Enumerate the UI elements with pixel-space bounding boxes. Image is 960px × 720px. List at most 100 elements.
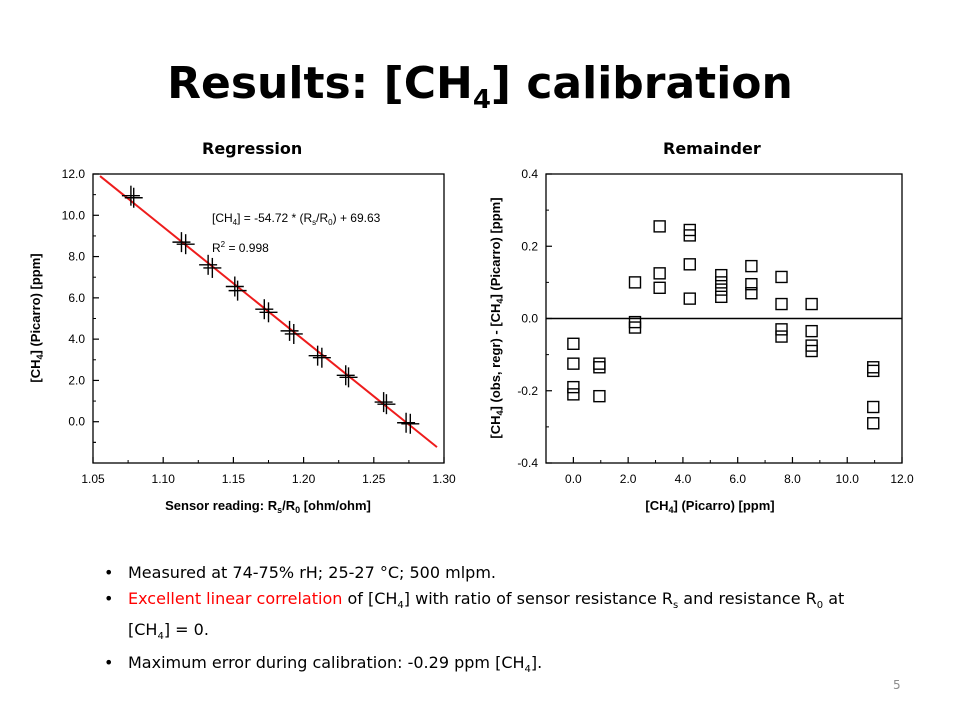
regression-panel-label: Regression — [202, 139, 303, 158]
x-tick-label: 10.0 — [836, 472, 860, 486]
data-point-square — [683, 258, 696, 271]
data-point-square — [805, 344, 818, 358]
x-tick-label: 8.0 — [784, 472, 801, 486]
remainder-y-ticks: -0.4 -0.2 0.0 0.2 0.4 — [517, 167, 552, 470]
data-point-square — [715, 290, 728, 304]
data-point-plus — [377, 394, 396, 415]
data-point-square — [867, 361, 880, 374]
data-point-square — [715, 276, 728, 289]
data-point-plus — [308, 345, 327, 366]
data-point-square — [745, 277, 758, 291]
data-point-square — [593, 357, 606, 370]
note-item: • Excellent linear correlation of [CH4] w… — [104, 589, 845, 643]
x-tick-label: 1.15 — [222, 472, 246, 486]
notes-list: • Measured at 74-75% rH; 25-27 °C; 500 ml… — [104, 561, 864, 685]
data-point-plus — [228, 280, 247, 301]
x-tick-label: 1.20 — [292, 472, 316, 486]
data-point-square — [628, 321, 642, 334]
data-point-square — [683, 229, 696, 242]
regression-x-axis-label: Sensor reading: Rs/R0 [ohm/ohm] — [165, 498, 371, 515]
data-point-square — [653, 220, 666, 233]
note-item: • Measured at 74-75% rH; 25-27 °C; 500 ml… — [104, 561, 864, 585]
y-tick-label: 4.0 — [68, 332, 85, 346]
regression-equation: [CH4] = -54.72 * (Rs/R0) + 69.63 — [212, 211, 381, 227]
data-point-square — [715, 268, 728, 282]
data-point-plus — [255, 299, 274, 320]
page-number: 5 — [893, 678, 901, 692]
note-highlight: Excellent linear correlation — [128, 589, 343, 608]
data-point-plus — [401, 413, 420, 434]
data-point-plus — [339, 367, 358, 388]
y-tick-label: 0.0 — [521, 312, 538, 326]
regression-r-squared: R2 = 0.998 — [212, 240, 269, 255]
remainder-panel-label: Remainder — [663, 139, 761, 158]
data-point-square — [805, 324, 818, 338]
y-tick-label: 12.0 — [62, 167, 86, 181]
slide-title-subscript: 4 — [472, 84, 491, 115]
data-point-square — [805, 297, 818, 311]
data-point-square — [867, 364, 880, 378]
data-point-plus — [121, 185, 140, 206]
data-point-square — [567, 357, 580, 370]
remainder-x-axis-label: [CH4] (Picarro) [ppm] — [645, 498, 774, 515]
data-point-square — [653, 281, 666, 294]
remainder-y-axis-label: [CH4] (obs, regr) - [CH4] (Picarro) [ppm… — [488, 197, 505, 438]
note-item: • Maximum error during calibration: -0.29… — [104, 653, 543, 676]
x-tick-label: 6.0 — [729, 472, 746, 486]
remainder-x-ticks: 0.0 2.0 4.0 6.0 8.0 10.0 12.0 — [565, 457, 914, 486]
x-tick-label: 1.10 — [152, 472, 176, 486]
x-tick-label: 1.25 — [362, 472, 386, 486]
data-point-square — [775, 323, 788, 336]
slide-title-main: Results: [CH — [167, 58, 473, 109]
note-text: Measured at 74-75% rH; 25-27 °C; 500 mlp… — [128, 563, 496, 582]
data-point-square — [745, 287, 758, 300]
slide-title-end: ] calibration — [490, 58, 793, 109]
data-point-square — [775, 270, 788, 284]
data-point-square — [567, 380, 580, 394]
data-point-plus — [312, 347, 331, 368]
data-point-square — [683, 292, 696, 305]
bullet-dot-icon: • — [104, 653, 114, 673]
bullet-dot-icon: • — [104, 589, 114, 608]
data-point-square — [567, 337, 580, 350]
remainder-chart: 0.0 2.0 4.0 6.0 8.0 10.0 12.0 -0.4 -0.2 0.0 0.2 0.… — [488, 167, 914, 515]
x-tick-label: 0.0 — [565, 472, 582, 486]
regression-chart: 1.05 1.10 1.15 1.20 1.25 1.30 0.0 2.0 4.0 6.0 8.0… — [28, 167, 456, 515]
data-point-square — [593, 389, 606, 403]
data-point-plus — [203, 257, 222, 278]
remainder-points — [567, 220, 880, 430]
y-tick-label: 0.0 — [68, 415, 85, 429]
x-tick-label: 2.0 — [620, 472, 637, 486]
data-point-plus — [259, 302, 278, 323]
data-point-plus — [176, 234, 195, 255]
data-point-plus — [336, 365, 355, 386]
regression-x-ticks: 1.05 1.10 1.15 1.20 1.25 1.30 — [81, 457, 456, 486]
data-point-plus — [124, 187, 143, 208]
data-point-plus — [199, 254, 218, 275]
data-point-square — [567, 388, 580, 401]
data-point-plus — [225, 276, 244, 297]
y-tick-label: 6.0 — [68, 291, 85, 305]
y-tick-label: 8.0 — [68, 250, 85, 264]
data-point-square — [775, 330, 788, 343]
y-tick-label: 0.4 — [521, 167, 538, 181]
data-point-square — [867, 417, 880, 430]
charts-canvas: 1.05 1.10 1.15 1.20 1.25 1.30 0.0 2.0 4.0 6.0 8.0… — [28, 167, 914, 515]
data-point-plus — [280, 320, 299, 341]
data-point-square — [593, 361, 606, 374]
data-point-square — [867, 400, 880, 414]
data-point-square — [715, 283, 728, 296]
data-point-square — [628, 276, 642, 289]
y-tick-label: 0.2 — [521, 239, 538, 253]
data-point-plus — [284, 323, 303, 344]
x-tick-label: 12.0 — [890, 472, 914, 486]
data-point-plus — [374, 392, 393, 413]
x-tick-label: 1.05 — [81, 472, 105, 486]
data-point-plus — [172, 232, 191, 253]
y-tick-label: 10.0 — [62, 208, 86, 222]
regression-y-axis-label: [CH4] (Picarro) [ppm] — [28, 253, 45, 382]
slide-title: Results: [CH4] calibration — [0, 58, 960, 115]
data-point-plus — [397, 412, 416, 433]
y-tick-label: -0.4 — [517, 456, 538, 470]
x-tick-label: 1.30 — [432, 472, 456, 486]
